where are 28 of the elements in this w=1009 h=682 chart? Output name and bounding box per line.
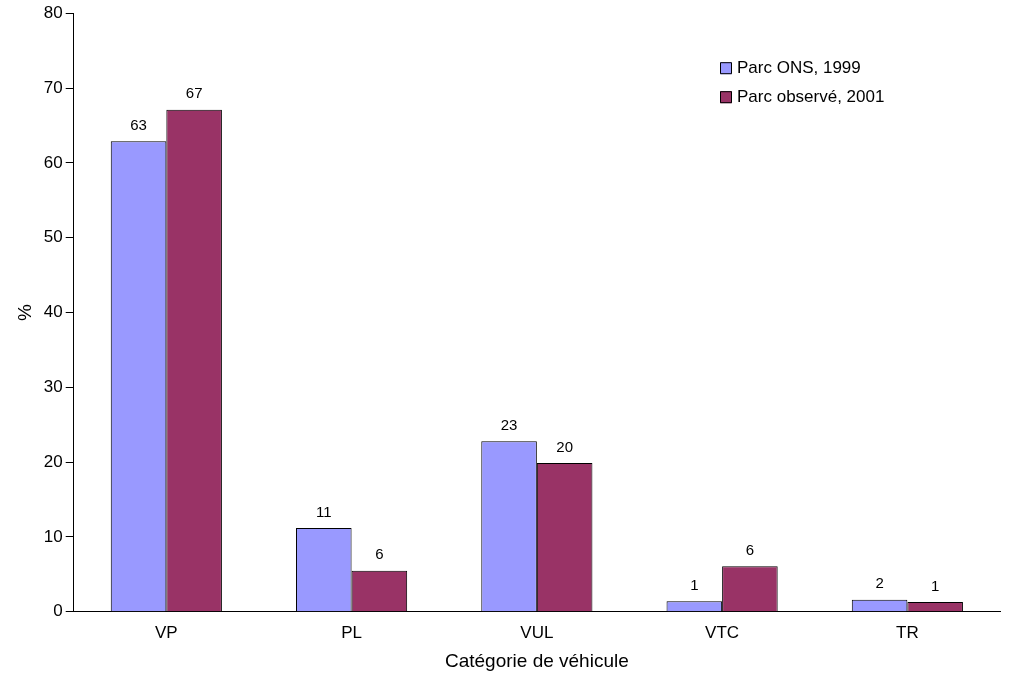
- y-tick-label: 30: [43, 377, 63, 397]
- data-label: 11: [316, 502, 332, 520]
- y-tick-label: 20: [43, 451, 63, 471]
- y-axis-title: %: [13, 303, 35, 321]
- data-label: 2: [875, 574, 884, 592]
- x-tick-label: VUL: [520, 622, 554, 642]
- x-tick-label: VP: [154, 622, 178, 642]
- x-tick-label: PL: [341, 622, 362, 642]
- y-tick-label: 70: [43, 77, 63, 97]
- data-label: 67: [185, 84, 203, 102]
- y-tick-label: 60: [43, 152, 63, 172]
- legend-label: Parc observé, 2001: [737, 86, 885, 106]
- data-label: 1: [690, 575, 699, 593]
- legend-label: Parc ONS, 1999: [737, 57, 861, 77]
- y-tick-label: 0: [53, 601, 63, 621]
- data-label: 63: [130, 115, 147, 133]
- y-tick-label: 80: [43, 2, 63, 22]
- x-tick-label: TR: [896, 622, 919, 642]
- data-label: 20: [556, 437, 573, 455]
- data-label: 1: [930, 576, 940, 594]
- data-label: 6: [745, 540, 755, 558]
- data-label: 23: [500, 415, 518, 433]
- data-label: 6: [375, 545, 384, 563]
- x-tick-label: VTC: [705, 622, 740, 642]
- y-tick-label: 50: [43, 227, 63, 247]
- y-tick-label: 40: [43, 302, 63, 322]
- y-tick-label: 10: [43, 526, 63, 546]
- x-axis-title: Catégorie de véhicule: [444, 649, 629, 671]
